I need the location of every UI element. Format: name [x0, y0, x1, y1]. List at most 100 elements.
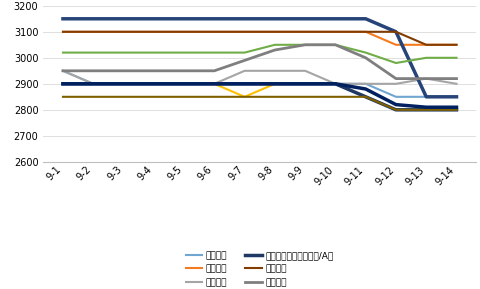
漳州山鹰 — [241, 59, 247, 62]
Line: 漳州山鹰: 漳州山鹰 — [63, 45, 456, 79]
江西理文 — [422, 105, 428, 109]
没阳珖龙 — [271, 82, 277, 86]
东菞珖龙 — [151, 30, 156, 34]
没阳珖龙 — [90, 82, 96, 86]
浙江山鹰 — [362, 51, 368, 54]
重庆珖龙 — [453, 108, 458, 112]
浙江山鹰 — [90, 51, 96, 54]
潍坊世纪阳光 — [362, 95, 368, 99]
浙江山鹰 — [332, 43, 337, 47]
Line: 浙江山鹰: 浙江山鹰 — [63, 45, 456, 63]
河北珖龙 — [120, 82, 126, 86]
重庆珖龙 — [422, 108, 428, 112]
江西理文 — [60, 82, 66, 86]
东菞珖龙 — [241, 30, 247, 34]
浙江山鹰 — [181, 51, 187, 54]
浙江山鹰 — [271, 43, 277, 47]
重庆珖龙 — [271, 95, 277, 99]
重庆珖龙 — [120, 95, 126, 99]
太仓珖龙 — [422, 95, 428, 99]
河北珖龙 — [362, 82, 368, 86]
天津珖龙 — [151, 30, 156, 34]
马鞍山山鹰（电器厂纸/A） — [151, 82, 156, 86]
没阳珖龙 — [211, 82, 217, 86]
马鞍山山鹰（电器厂纸/A） — [90, 82, 96, 86]
河北珖龙 — [392, 82, 398, 86]
马鞍山山鹰（电器厂纸/A） — [120, 82, 126, 86]
潍坊世纪阳光 — [271, 82, 277, 86]
天津珖龙 — [271, 30, 277, 34]
太仓珖龙 — [362, 17, 368, 21]
Legend: 没阳珖龙, 天津珖龙, 河北珖龙, 潍坊世纪阳光, 太仓珖龙, 浙江山鹰, 马鞍山山鹰（电器厂纸/A）, 东菞珖龙, 漳州山鹰, 重庆珖龙, 江西理文: 没阳珖龙, 天津珖龙, 河北珖龙, 潍坊世纪阳光, 太仓珖龙, 浙江山鹰, 马鞍… — [182, 247, 336, 289]
江西理文 — [392, 103, 398, 106]
太仓珖龙 — [60, 17, 66, 21]
太仓珖龙 — [453, 95, 458, 99]
Line: 重庆珖龙: 重庆珖龙 — [63, 97, 456, 110]
漳州山鹰 — [211, 69, 217, 73]
马鞍山山鹰（电器厂纸/A） — [181, 82, 187, 86]
马鞍山山鹰（电器厂纸/A） — [241, 82, 247, 86]
天津珖龙 — [332, 30, 337, 34]
重庆珖龙 — [211, 95, 217, 99]
东菞珖龙 — [392, 30, 398, 34]
太仓珖龙 — [151, 17, 156, 21]
漳州山鹰 — [151, 69, 156, 73]
没阳珖龙 — [301, 82, 307, 86]
马鞍山山鹰（电器厂纸/A） — [211, 82, 217, 86]
江西理文 — [453, 105, 458, 109]
没阳珖龙 — [241, 82, 247, 86]
漳州山鹰 — [60, 69, 66, 73]
东菞珖龙 — [271, 30, 277, 34]
太仓珖龙 — [211, 17, 217, 21]
东菞珖龙 — [332, 30, 337, 34]
天津珖龙 — [301, 30, 307, 34]
江西理文 — [271, 82, 277, 86]
东菞珖龙 — [301, 30, 307, 34]
潍坊世纪阳光 — [301, 82, 307, 86]
潍坊世纪阳光 — [422, 108, 428, 112]
潍坊世纪阳光 — [211, 82, 217, 86]
河北珖龙 — [301, 69, 307, 73]
江西理文 — [90, 82, 96, 86]
重庆珖龙 — [181, 95, 187, 99]
河北珖龙 — [151, 82, 156, 86]
漳州山鹰 — [90, 69, 96, 73]
漳州山鹰 — [332, 43, 337, 47]
天津珖龙 — [60, 30, 66, 34]
马鞍山山鹰（电器厂纸/A） — [362, 95, 368, 99]
东菞珖龙 — [211, 30, 217, 34]
东菞珖龙 — [60, 30, 66, 34]
马鞍山山鹰（电器厂纸/A） — [453, 108, 458, 112]
没阳珖龙 — [60, 69, 66, 73]
没阳珖龙 — [392, 95, 398, 99]
天津珖龙 — [241, 30, 247, 34]
潍坊世纪阳光 — [181, 82, 187, 86]
没阳珖龙 — [422, 95, 428, 99]
潍坊世纪阳光 — [332, 82, 337, 86]
浙江山鹰 — [120, 51, 126, 54]
马鞍山山鹰（电器厂纸/A） — [271, 82, 277, 86]
Line: 太仓珖龙: 太仓珖龙 — [63, 19, 456, 97]
重庆珖龙 — [60, 95, 66, 99]
河北珖龙 — [211, 82, 217, 86]
天津珖龙 — [392, 43, 398, 47]
重庆珖龙 — [90, 95, 96, 99]
没阳珖龙 — [120, 82, 126, 86]
天津珖龙 — [211, 30, 217, 34]
河北珖龙 — [90, 82, 96, 86]
天津珖龙 — [362, 30, 368, 34]
Line: 东菞珖龙: 东菞珖龙 — [63, 32, 456, 45]
河北珖龙 — [241, 69, 247, 73]
河北珖龙 — [422, 77, 428, 80]
太仓珖龙 — [181, 17, 187, 21]
没阳珖龙 — [332, 82, 337, 86]
重庆珖龙 — [392, 108, 398, 112]
没阳珖龙 — [151, 82, 156, 86]
天津珖龙 — [90, 30, 96, 34]
江西理文 — [211, 82, 217, 86]
东菞珖龙 — [362, 30, 368, 34]
江西理文 — [301, 82, 307, 86]
漳州山鹰 — [120, 69, 126, 73]
太仓珖龙 — [332, 17, 337, 21]
浙江山鹰 — [422, 56, 428, 60]
